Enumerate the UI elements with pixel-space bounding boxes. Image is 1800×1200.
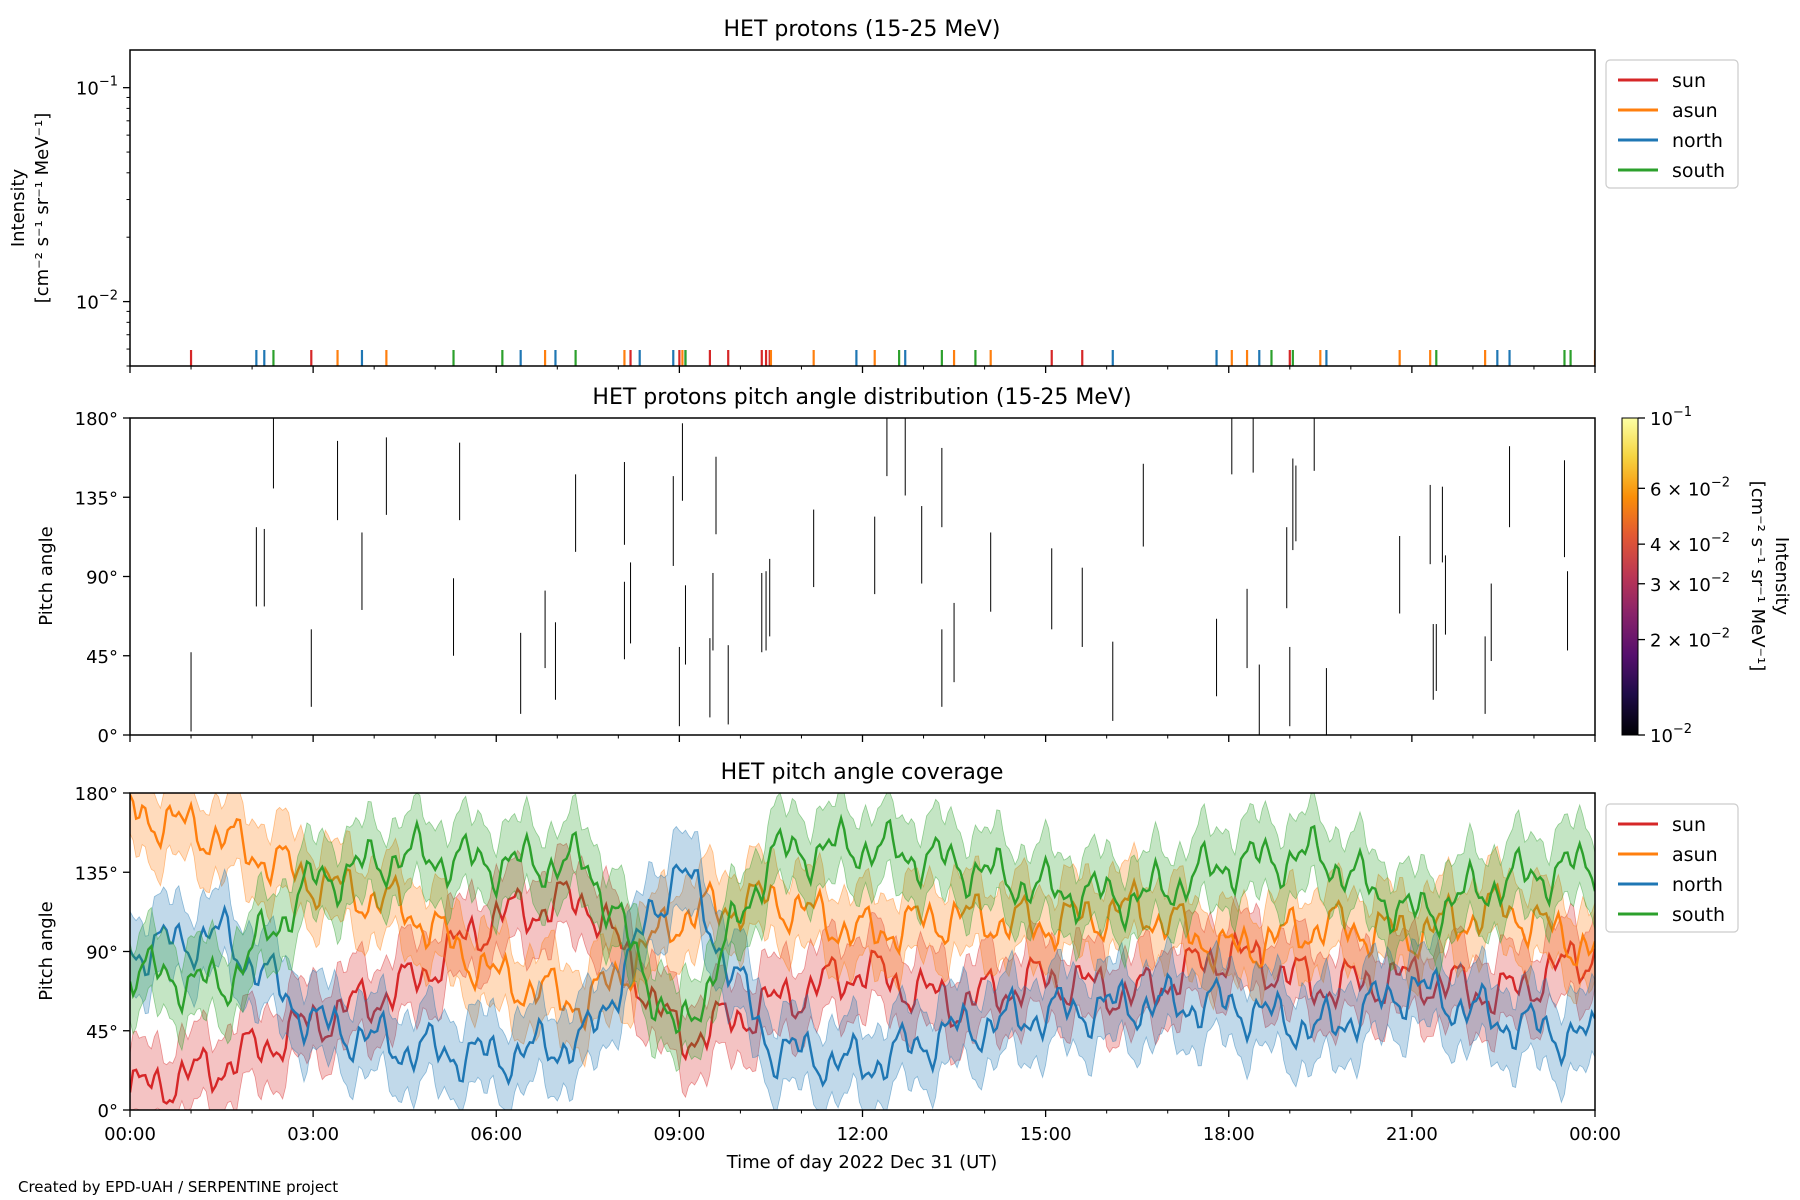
y-tick-label: 45°	[86, 647, 118, 668]
y-tick-label: 135°	[75, 488, 118, 509]
coverage-band-north	[130, 825, 1595, 1110]
panel-pitch-angle-distribution: HET protons pitch angle distribution (15…	[36, 385, 1792, 747]
y-tick-label: 180°	[75, 784, 118, 805]
y-tick-label: 90°	[86, 943, 118, 964]
panel2-yticks: 0° 45° 90° 135° 180°	[75, 409, 130, 747]
y-tick-label: 90°	[86, 568, 118, 589]
distribution-marks	[190, 418, 1596, 735]
y-tick-label: 0°	[98, 1101, 118, 1122]
colorbar-label-line1: Intensity	[1771, 537, 1792, 616]
colorbar-tick-label: 6 × 10−2	[1650, 475, 1730, 500]
colorbar-tick-label: 10−1	[1650, 405, 1692, 430]
colorbar-tick-label: 2 × 10−2	[1650, 627, 1730, 652]
coverage-line-asun	[130, 794, 1595, 1032]
panel2-ylabel: Pitch angle	[36, 526, 57, 625]
x-tick-label: 12:00	[837, 1124, 889, 1145]
x-tick-label: 18:00	[1203, 1124, 1255, 1145]
panel-pitch-angle-coverage: HET pitch angle coverage 0° 45° 90° 135° 180…	[36, 760, 1739, 1173]
legend-label-asun: asun	[1672, 844, 1718, 866]
coverage-band-south	[130, 793, 1595, 1072]
legend-label-sun: sun	[1672, 814, 1706, 836]
y-tick-label: 0°	[98, 726, 118, 747]
x-tick-label: 06:00	[470, 1124, 522, 1145]
panel1-yticks: 10−1 10−2	[76, 75, 130, 367]
panel1-legend: sun asun north south	[1605, 59, 1739, 189]
legend-box	[1605, 803, 1739, 933]
coverage-marks	[130, 793, 1595, 1110]
credit-text: Created by EPD-UAH / SERPENTINE project	[18, 1178, 338, 1196]
panel3-legend: sun asun north south	[1605, 803, 1739, 933]
x-tick-label: 03:00	[287, 1124, 339, 1145]
panel1-title: HET protons (15-25 MeV)	[724, 17, 1001, 42]
colorbar-tick-label: 3 × 10−2	[1650, 571, 1730, 596]
panel3-title: HET pitch angle coverage	[721, 760, 1004, 785]
legend-label-north: north	[1672, 874, 1723, 896]
x-tick-label: 21:00	[1386, 1124, 1438, 1145]
legend-label-asun: asun	[1672, 100, 1718, 122]
panel1-ylabel-line2: [cm⁻² s⁻¹ sr⁻¹ MeV⁻¹]	[32, 113, 53, 304]
panel1-frame	[129, 49, 1596, 367]
intensity-marks	[189, 350, 1595, 366]
colorbar-ticks: 10−1 6 × 10−2 4 × 10−2 3 × 10−2 2 × 10−2 10−2	[1638, 405, 1730, 747]
x-tick-label: 09:00	[653, 1124, 705, 1145]
panel1-xticks	[129, 366, 1596, 373]
colorbar-label-line2: [cm⁻² s⁻¹ sr⁻¹ MeV⁻¹]	[1747, 481, 1768, 672]
panel2-title: HET protons pitch angle distribution (15…	[592, 385, 1131, 410]
colorbar-gradient	[1621, 417, 1639, 736]
coverage-band-asun	[130, 793, 1595, 1069]
y-tick-label: 45°	[86, 1022, 118, 1043]
x-axis-label: Time of day 2022 Dec 31 (UT)	[726, 1152, 998, 1173]
colorbar-tick-label: 4 × 10−2	[1650, 531, 1730, 556]
y-tick-label: 135°	[75, 863, 118, 884]
coverage-line-north	[130, 863, 1595, 1088]
y-tick-label: 10−1	[76, 75, 118, 100]
colorbar: 10−1 6 × 10−2 4 × 10−2 3 × 10−2 2 × 10−2 10−2…	[1621, 405, 1792, 747]
panel2-xticks	[129, 735, 1596, 742]
panel3-ylabel: Pitch angle	[36, 901, 57, 1000]
panel-intensity: HET protons (15-25 MeV) 10−1 10−2 Intensi…	[8, 17, 1739, 373]
panel3-yticks: 0° 45° 90° 135° 180°	[75, 784, 130, 1122]
legend-label-north: north	[1672, 130, 1723, 152]
x-tick-label: 00:00	[104, 1124, 156, 1145]
panel3-xticks: 00:00 03:00 06:00 09:00 12:00 15:00 18:00 21:00…	[104, 1110, 1621, 1145]
legend-label-south: south	[1672, 904, 1725, 926]
legend-box	[1605, 59, 1739, 189]
y-tick-label: 180°	[75, 409, 118, 430]
panel1-ylabel-line1: Intensity	[8, 168, 29, 247]
legend-label-sun: sun	[1672, 70, 1706, 92]
x-tick-label: 00:00	[1569, 1124, 1621, 1145]
x-tick-label: 15:00	[1020, 1124, 1072, 1145]
coverage-line-south	[130, 813, 1595, 1035]
coverage-line-sun	[130, 880, 1595, 1105]
colorbar-tick-label: 10−2	[1650, 722, 1692, 747]
panel2-frame	[129, 417, 1596, 736]
y-tick-label: 10−2	[76, 289, 118, 314]
legend-label-south: south	[1672, 160, 1725, 182]
